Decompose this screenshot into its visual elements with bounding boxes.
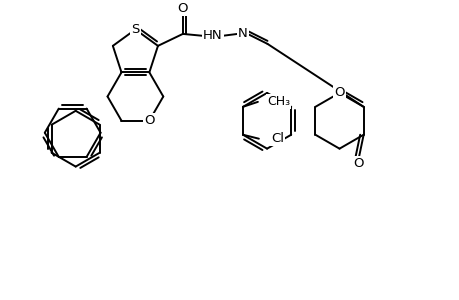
Text: CH₃: CH₃: [266, 95, 289, 108]
Text: HN: HN: [202, 29, 222, 42]
Text: Cl: Cl: [270, 132, 283, 145]
Text: O: O: [144, 114, 154, 127]
Text: O: O: [334, 86, 344, 99]
Text: O: O: [353, 157, 363, 170]
Text: N: N: [237, 27, 247, 40]
Text: O: O: [177, 2, 188, 14]
Text: S: S: [131, 23, 139, 36]
